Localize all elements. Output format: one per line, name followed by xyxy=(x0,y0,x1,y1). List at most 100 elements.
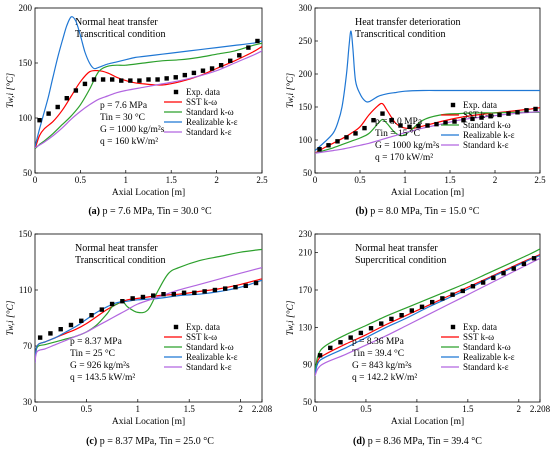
data-point xyxy=(358,330,364,336)
condition-text: Tin = 30 °C xyxy=(100,112,145,123)
x-tick-label: 1 xyxy=(403,175,408,185)
data-point xyxy=(181,290,187,295)
y-tick-label: 200 xyxy=(299,69,313,79)
condition-text: G = 1000 kg/m²s xyxy=(375,141,440,151)
plot-area xyxy=(315,30,540,154)
data-point xyxy=(533,106,538,112)
data-point xyxy=(55,104,60,110)
data-point xyxy=(173,75,178,80)
data-point xyxy=(398,123,403,128)
data-point xyxy=(237,53,242,58)
x-tick-label: 0.5 xyxy=(354,175,366,185)
y-tick-label: 200 xyxy=(19,3,33,13)
data-point xyxy=(506,111,511,116)
data-point xyxy=(89,313,94,318)
y-tick-label: 50 xyxy=(303,168,313,178)
data-point xyxy=(155,77,160,82)
data-point xyxy=(109,77,115,82)
y-tick-label: 100 xyxy=(299,135,313,145)
x-tick-label: 2 xyxy=(493,175,498,185)
legend-label: Exp. data xyxy=(463,322,497,332)
y-tick-label: 50 xyxy=(23,168,33,178)
data-point xyxy=(120,299,125,304)
data-point xyxy=(243,283,248,288)
y-tick-label: 150 xyxy=(19,229,33,239)
x-tick-label: 2 xyxy=(238,404,243,414)
y-tick-label: 230 xyxy=(299,229,313,239)
data-point xyxy=(371,118,376,123)
data-point xyxy=(429,299,435,305)
data-point xyxy=(479,115,484,120)
data-point xyxy=(91,77,97,82)
x-tick-label: 2 xyxy=(214,175,219,185)
y-tick-label: 150 xyxy=(19,58,33,68)
condition-text: Tin = 25 °C xyxy=(70,348,115,359)
x-tick-label: 1 xyxy=(415,404,420,414)
condition-text: G = 926 kg/m²s xyxy=(70,361,130,371)
x-tick-label: 2.208 xyxy=(530,404,550,414)
legend-label: Standard k-ε xyxy=(186,362,232,372)
condition-text: q = 142.2 kW/m² xyxy=(352,373,417,383)
series-line-std_kw xyxy=(35,42,262,150)
x-tick-label: 0.5 xyxy=(360,404,372,414)
data-point xyxy=(222,286,228,291)
data-point xyxy=(233,285,238,290)
condition-text: p = 8.37 MPa xyxy=(70,337,123,347)
data-point xyxy=(212,287,218,293)
chart-d: 0 0.5 1 1.5 2 2.208 50 90 130 170 210 230 Axial Loca… xyxy=(285,229,550,427)
data-point xyxy=(450,292,455,297)
condition-text: Tin = 39.4 °C xyxy=(352,348,404,359)
legend-label: SST k-ω xyxy=(186,97,217,107)
legend-marker xyxy=(173,89,179,95)
data-point xyxy=(182,72,188,78)
data-point xyxy=(521,261,527,267)
condition-text: p = 7.6 MPa xyxy=(100,101,148,111)
legend-label: Standard k-ε xyxy=(186,127,232,137)
data-point xyxy=(100,77,106,82)
series-line-real_ke xyxy=(315,254,540,375)
data-point xyxy=(470,284,476,289)
data-point xyxy=(317,353,323,358)
data-point xyxy=(128,78,133,83)
caption-text: p = 7.6 MPa, Tin = 30.0 °C xyxy=(102,206,212,217)
legend-label: Exp. data xyxy=(186,87,220,97)
condition-text: p = 8.0 MPa xyxy=(375,117,423,127)
data-point xyxy=(434,121,439,127)
x-tick-label: 2.5 xyxy=(256,175,268,185)
data-point xyxy=(37,335,43,340)
x-tick-label: 0.5 xyxy=(75,175,87,185)
condition-text: Tin = 15 °C xyxy=(375,128,420,139)
y-tick-label: 50 xyxy=(303,397,313,407)
data-point xyxy=(46,111,51,116)
plot-title-line: Transcritical condition xyxy=(75,29,165,40)
data-point xyxy=(460,288,465,294)
plot-title-line: Transcritical condition xyxy=(355,29,445,40)
y-tick-label: 100 xyxy=(19,113,33,123)
y-tick-label: 90 xyxy=(303,360,313,370)
plot-frame xyxy=(314,233,541,403)
x-tick-label: 1.5 xyxy=(462,404,474,414)
x-tick-label: 0 xyxy=(313,175,318,185)
y-axis-label: Tw,i [°C] xyxy=(5,300,16,335)
chart-a: 0 0.5 1 1.5 2 2.5 50 100 150 200 Axial Location [m… xyxy=(5,3,268,198)
plot-area xyxy=(35,248,262,363)
data-point xyxy=(79,318,84,323)
x-axis-label: Axial Location [m] xyxy=(391,417,464,427)
data-point xyxy=(480,280,486,285)
y-axis-label: Tw,i [°C] xyxy=(285,73,296,108)
legend-marker xyxy=(173,324,179,330)
legend-marker xyxy=(450,324,456,330)
chart-b: 0 0.5 1 1.5 2 2.5 50 100 150 200 250 300 Axial Locat… xyxy=(285,3,546,198)
data-point xyxy=(380,111,385,116)
legend-label: Exp. data xyxy=(463,100,497,110)
data-point xyxy=(130,296,135,301)
series-line-sst xyxy=(35,45,262,150)
series-line-std_ke xyxy=(35,267,262,363)
series-line-std_kw xyxy=(315,248,540,373)
data-point xyxy=(416,123,421,129)
data-point xyxy=(82,81,88,87)
y-axis-label: Tw,i [°C] xyxy=(285,300,296,335)
data-point xyxy=(73,88,79,93)
data-point xyxy=(338,340,343,345)
